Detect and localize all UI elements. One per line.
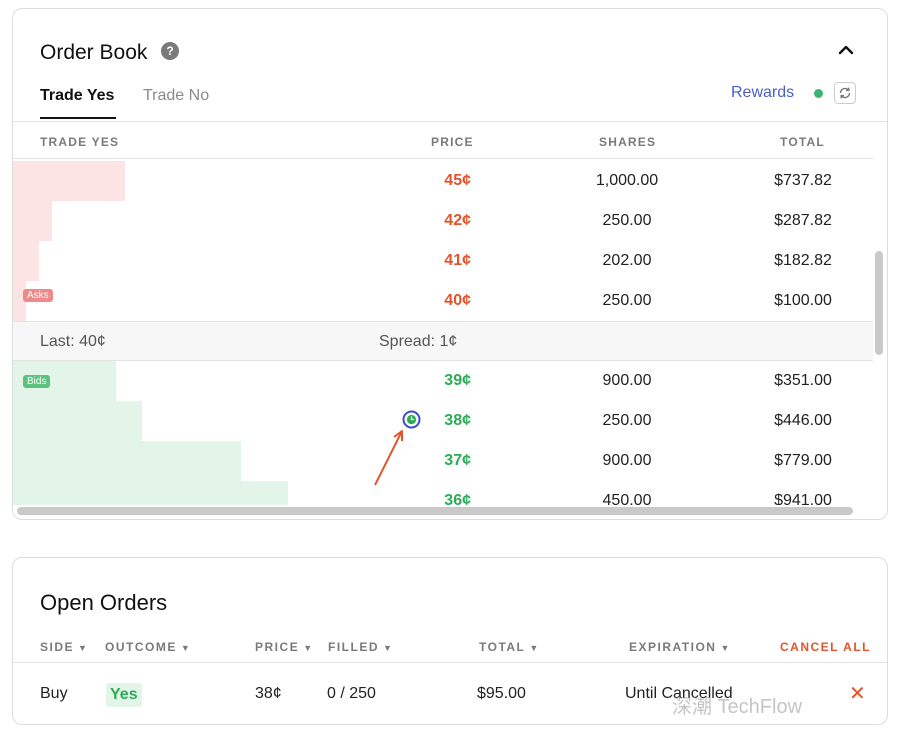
depth-bar (13, 481, 289, 505)
header-label: OUTCOME (105, 640, 177, 654)
ask-row[interactable]: 40¢ 250.00 $100.00 (13, 281, 873, 321)
caret-down-icon: ▼ (529, 643, 540, 653)
order-book-title: Order Book (40, 41, 148, 64)
column-header-trade-yes: TRADE YES (40, 135, 120, 149)
rewards-link[interactable]: Rewards (731, 84, 795, 101)
ask-shares: 250.00 (602, 292, 652, 309)
order-book-card: Order Book ? Trade Yes Trade No Rewards … (12, 8, 888, 520)
bid-shares: 250.00 (602, 412, 652, 429)
order-filled: 0 / 250 (327, 685, 376, 702)
bids-tag: Bids (23, 375, 51, 388)
horizontal-scrollbar[interactable] (17, 507, 859, 515)
bid-price: 37¢ (444, 452, 471, 469)
order-book-table: 45¢ 1,000.00 $737.82 42¢ 250.00 $287.82 … (13, 159, 873, 505)
bid-total: $941.00 (774, 492, 832, 505)
scrollbar-thumb[interactable] (875, 251, 883, 355)
ask-total: $287.82 (774, 212, 832, 229)
column-header-filled[interactable]: FILLED ▼ (328, 640, 393, 654)
depth-bar (13, 241, 39, 281)
bid-price: 36¢ (444, 492, 471, 505)
column-header-expiration[interactable]: EXPIRATION ▼ (629, 640, 731, 654)
order-total: $95.00 (477, 685, 526, 702)
refresh-icon (839, 87, 851, 99)
bid-shares: 900.00 (602, 452, 652, 469)
chevron-up-icon[interactable] (837, 41, 855, 59)
bid-shares: 900.00 (602, 372, 652, 389)
depth-bar (13, 201, 52, 241)
ask-price: 45¢ (444, 172, 471, 189)
bid-row[interactable]: 38¢ 250.00 $446.00 (13, 401, 873, 441)
active-tab-indicator (40, 117, 116, 119)
header-label: FILLED (328, 640, 379, 654)
bid-price: 39¢ (444, 372, 471, 389)
cancel-all-button[interactable]: CANCEL ALL (780, 640, 871, 654)
ask-row[interactable]: 41¢ 202.00 $182.82 (13, 241, 873, 281)
bid-price: 38¢ (444, 412, 471, 429)
bid-total: $779.00 (774, 452, 832, 469)
refresh-button[interactable] (834, 82, 856, 104)
header-label: TOTAL (479, 640, 526, 654)
tab-trade-no[interactable]: Trade No (143, 87, 210, 104)
depth-bar (13, 441, 241, 481)
column-header-price: PRICE (431, 135, 474, 149)
caret-down-icon: ▼ (720, 643, 731, 653)
ask-shares: 1,000.00 (595, 172, 659, 189)
column-header-shares: SHARES (599, 135, 657, 149)
vertical-scrollbar[interactable] (875, 159, 883, 505)
ask-price: 42¢ (444, 212, 471, 229)
bid-total: $351.00 (774, 372, 832, 389)
header-label: PRICE (255, 640, 300, 654)
column-header-total: TOTAL (780, 135, 825, 149)
open-orders-title: Open Orders (40, 590, 168, 615)
column-header-side[interactable]: SIDE ▼ (40, 640, 88, 654)
caret-down-icon: ▼ (78, 643, 89, 653)
header-label: EXPIRATION (629, 640, 717, 654)
caret-down-icon: ▼ (180, 643, 192, 653)
order-price: 38¢ (255, 685, 282, 702)
caret-down-icon: ▼ (383, 643, 394, 653)
depth-bar (13, 281, 26, 321)
cancel-order-icon[interactable]: ✕ (849, 683, 866, 705)
ask-price: 40¢ (444, 292, 471, 309)
scrollbar-thumb[interactable] (17, 507, 853, 515)
divider (13, 158, 873, 159)
bid-row[interactable]: 39¢ 900.00 $351.00 (13, 361, 873, 401)
divider (13, 662, 887, 663)
tab-trade-yes[interactable]: Trade Yes (40, 87, 115, 104)
divider (13, 121, 887, 122)
bid-row[interactable]: 36¢ 450.00 $941.00 (13, 481, 873, 505)
bid-row[interactable]: 37¢ 900.00 $779.00 (13, 441, 873, 481)
open-orders-card: Open Orders SIDE ▼ OUTCOME ▼ PRICE ▼ FILLED… (12, 557, 888, 725)
ask-row[interactable]: 45¢ 1,000.00 $737.82 (13, 161, 873, 201)
depth-bar (13, 161, 125, 201)
last-spread-bar: Last: 40¢ Spread: 1¢ (13, 321, 873, 361)
ask-shares: 202.00 (602, 252, 652, 269)
column-header-outcome[interactable]: OUTCOME ▼ (105, 640, 191, 654)
bid-total: $446.00 (774, 412, 832, 429)
rewards-status-dot (814, 89, 823, 98)
ask-shares: 250.00 (602, 212, 652, 229)
order-outcome-badge: Yes (106, 683, 142, 707)
ask-row[interactable]: 42¢ 250.00 $287.82 (13, 201, 873, 241)
ask-price: 41¢ (444, 252, 471, 269)
depth-bar (13, 401, 142, 441)
bid-shares: 450.00 (602, 492, 652, 505)
annotation-arrow-icon (374, 430, 403, 486)
order-expiration: Until Cancelled (625, 685, 733, 702)
clock-icon[interactable] (402, 410, 421, 429)
column-header-price[interactable]: PRICE ▼ (255, 640, 314, 654)
ask-total: $737.82 (774, 172, 832, 189)
column-header-total[interactable]: TOTAL ▼ (479, 640, 540, 654)
order-side: Buy (40, 685, 68, 702)
help-icon[interactable]: ? (161, 42, 179, 60)
ask-total: $100.00 (774, 292, 832, 309)
header-label: SIDE (40, 640, 75, 654)
last-price: Last: 40¢ (40, 333, 106, 350)
watermark: 深潮 TechFlow (672, 696, 803, 718)
spread: Spread: 1¢ (379, 333, 458, 350)
ask-total: $182.82 (774, 252, 832, 269)
caret-down-icon: ▼ (303, 643, 314, 653)
asks-tag: Asks (23, 289, 53, 302)
